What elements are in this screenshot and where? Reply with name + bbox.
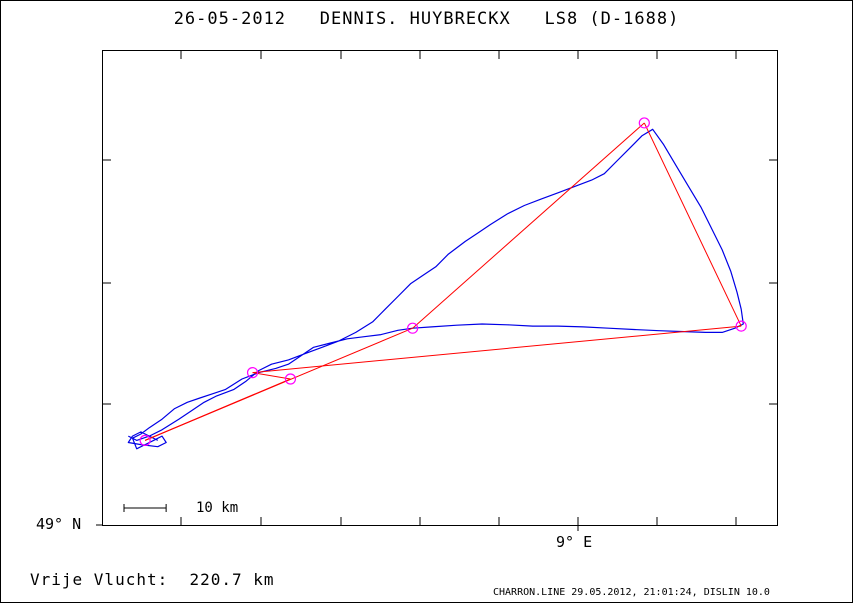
chart-title: 26-05-2012 DENNIS. HUYBRECKX LS8 (D-1688… <box>0 9 853 29</box>
task-leg <box>252 325 742 374</box>
axis-ticks <box>96 51 777 531</box>
credit-line: CHARRON.LINE 29.05.2012, 21:01:24, DISLI… <box>493 587 770 598</box>
title-glider: LS8 (D-1688) <box>544 9 680 29</box>
task-leg <box>252 372 291 380</box>
distance-label: Vrije Vlucht: <box>30 570 169 589</box>
task-leg <box>412 122 645 329</box>
plot-area <box>102 50 778 526</box>
turnpoints <box>139 117 747 446</box>
title-pilot: DENNIS. HUYBRECKX <box>319 9 511 29</box>
task-leg <box>144 378 291 441</box>
turnpoint-marker <box>407 322 419 334</box>
x-axis-label: 9° E <box>556 533 593 551</box>
turnpoint-marker <box>284 373 297 385</box>
track-line <box>127 128 744 450</box>
turnpoint-marker <box>735 320 747 332</box>
task-leg <box>643 122 742 327</box>
scale-bar <box>123 504 167 512</box>
turnpoint-marker <box>246 367 259 379</box>
turnpoint-marker <box>139 434 151 446</box>
title-date: 26-05-2012 <box>173 9 287 29</box>
scale-bar-label: 10 km <box>196 500 239 516</box>
flight-track <box>127 128 744 450</box>
distance-value: 220.7 km <box>189 570 275 589</box>
task-legs <box>144 122 742 441</box>
y-axis-label: 49° N <box>36 515 82 533</box>
distance-summary: Vrije Vlucht: 220.7 km <box>30 570 275 589</box>
turnpoint-marker <box>638 117 650 129</box>
